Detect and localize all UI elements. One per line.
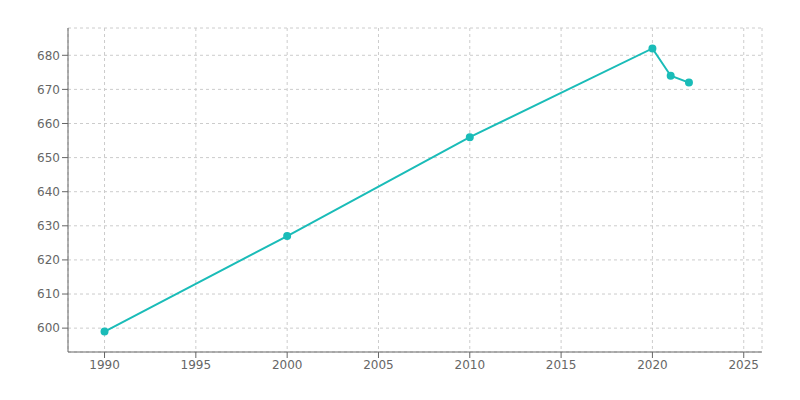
svg-text:2025: 2025	[728, 358, 759, 372]
svg-text:650: 650	[37, 151, 60, 165]
svg-text:670: 670	[37, 83, 60, 97]
svg-text:640: 640	[37, 185, 60, 199]
svg-text:2000: 2000	[272, 358, 303, 372]
svg-text:2010: 2010	[455, 358, 486, 372]
svg-text:680: 680	[37, 49, 60, 63]
svg-text:2005: 2005	[363, 358, 394, 372]
svg-text:660: 660	[37, 117, 60, 131]
svg-text:1990: 1990	[89, 358, 120, 372]
svg-text:610: 610	[37, 287, 60, 301]
svg-text:2015: 2015	[546, 358, 577, 372]
svg-text:620: 620	[37, 253, 60, 267]
svg-text:600: 600	[37, 321, 60, 335]
svg-text:2020: 2020	[637, 358, 668, 372]
svg-text:630: 630	[37, 219, 60, 233]
svg-text:1995: 1995	[181, 358, 212, 372]
